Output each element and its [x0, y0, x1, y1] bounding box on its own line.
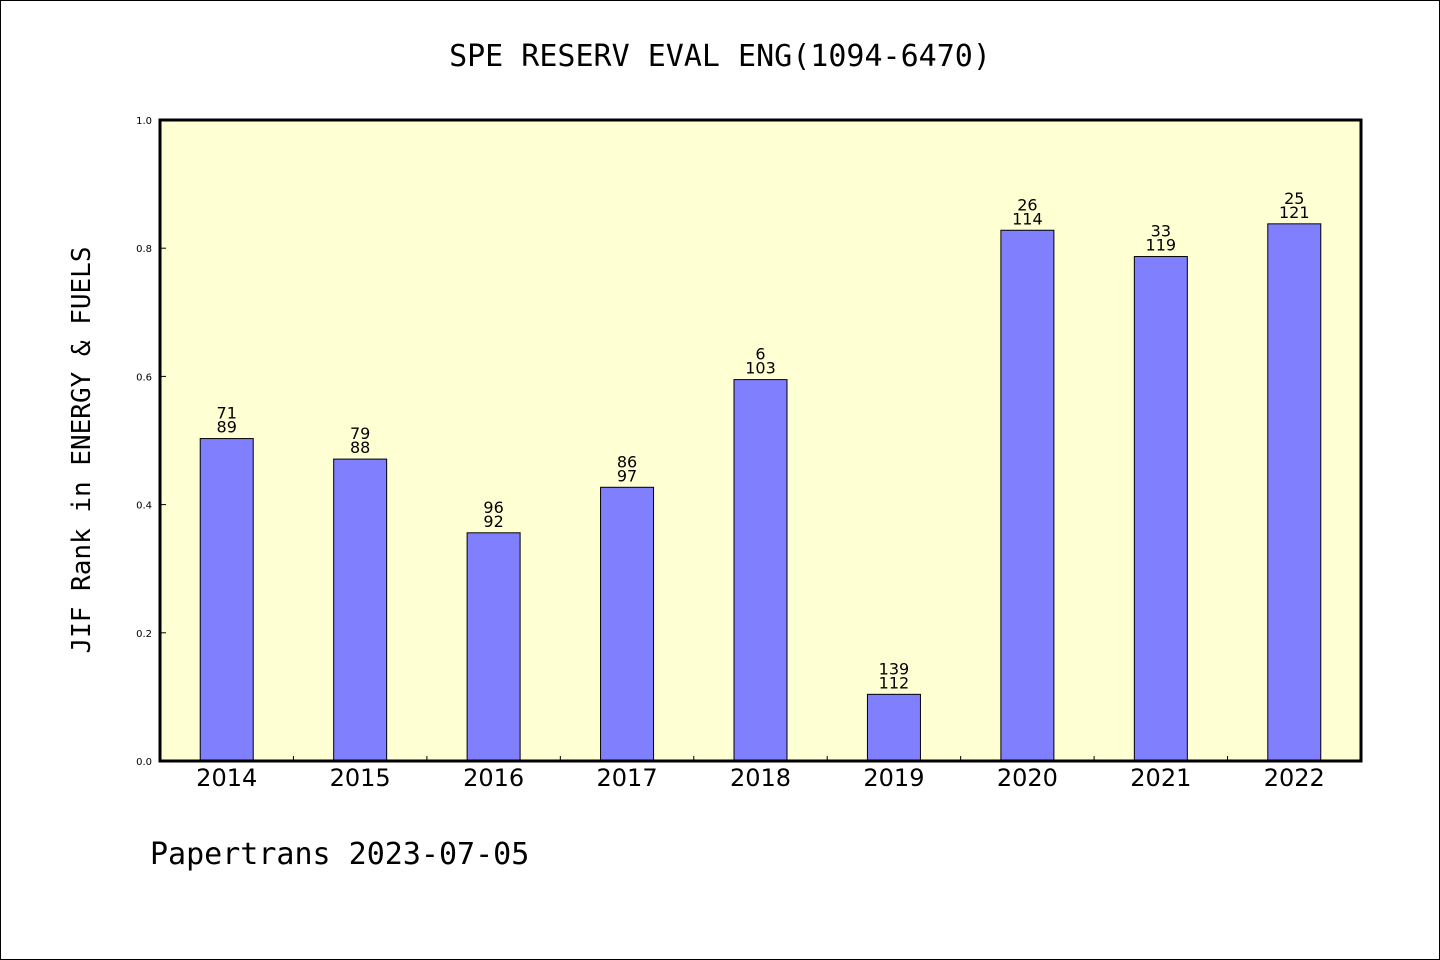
x-tick-label-2022: 2022	[1264, 764, 1325, 792]
x-tick-label-2021: 2021	[1130, 764, 1191, 792]
y-tick-label-1.0: 1.0	[136, 116, 152, 127]
bar-2017	[600, 486, 655, 762]
rank-label-2022: 25	[1284, 189, 1304, 208]
rank-label-2015: 79	[350, 424, 370, 443]
x-tick-label-2014: 2014	[196, 764, 257, 792]
bar-2019	[866, 693, 921, 762]
x-tick-label-2015: 2015	[330, 764, 391, 792]
rank-label-2021: 33	[1151, 222, 1171, 241]
plot-border	[158, 118, 1363, 763]
bar-2014	[199, 438, 254, 762]
y-tick-label-0.8: 0.8	[136, 244, 152, 255]
rank-label-2014: 71	[217, 404, 237, 423]
x-tick-label-2018: 2018	[730, 764, 791, 792]
chart-title: SPE RESERV EVAL ENG(1094-6470)	[449, 39, 991, 74]
rank-label-2018: 6	[755, 345, 765, 364]
bars-layer	[199, 223, 1322, 762]
rank-label-2020: 26	[1017, 195, 1037, 214]
total-label-2018: 103	[745, 359, 776, 378]
x-axis-ticks: 2014 2015 2016 2017 2018 2019 2020 2021 2022	[196, 756, 1325, 792]
bar-2016	[466, 532, 521, 762]
rank-label-2016: 96	[483, 498, 503, 517]
total-label-2021: 119	[1146, 236, 1177, 255]
x-tick-label-2020: 2020	[997, 764, 1058, 792]
rank-label-2019: 139	[879, 659, 910, 678]
y-axis-label: JIF Rank in ENERGY & FUELS	[67, 247, 97, 654]
y-tick-label-0.6: 0.6	[136, 372, 152, 383]
x-tick-label-2016: 2016	[463, 764, 524, 792]
bar-2018	[733, 379, 788, 762]
total-label-2015: 88	[350, 438, 370, 457]
total-label-2017: 97	[617, 466, 637, 485]
total-label-2020: 114	[1012, 209, 1043, 228]
x-tick-label-2017: 2017	[597, 764, 658, 792]
total-label-2022: 121	[1279, 203, 1310, 222]
x-tick-label-2019: 2019	[863, 764, 924, 792]
total-label-2019: 112	[879, 673, 910, 692]
total-label-2014: 89	[217, 418, 237, 437]
rank-label-2017: 86	[617, 452, 637, 471]
bar-2020	[1000, 229, 1055, 762]
y-tick-label-0.0: 0.0	[136, 757, 152, 768]
y-tick-label-0.2: 0.2	[136, 629, 152, 640]
bar-2022	[1267, 223, 1322, 762]
bar-2015	[333, 458, 388, 762]
bar-2021	[1133, 256, 1188, 762]
y-tick-label-0.4: 0.4	[136, 501, 152, 512]
total-label-2016: 92	[483, 512, 503, 531]
footer-credit: Papertrans 2023-07-05	[150, 837, 529, 872]
